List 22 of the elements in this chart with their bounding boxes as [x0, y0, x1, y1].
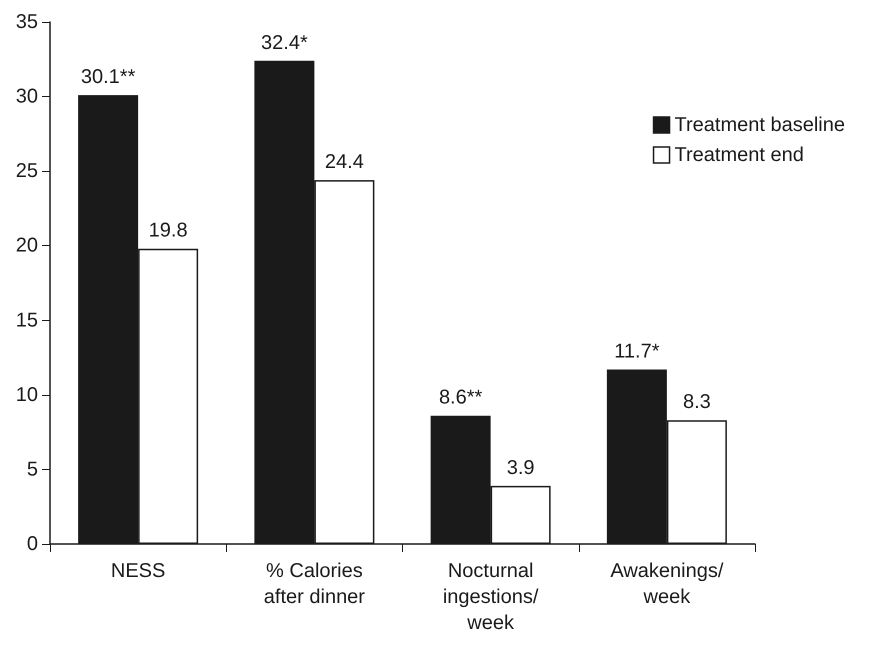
y-tick-label: 5 — [26, 458, 38, 480]
data-label: 8.3 — [682, 391, 711, 414]
data-label: 30.1** — [80, 66, 136, 88]
data-label: 11.7* — [614, 340, 660, 363]
x-tick-label: NESS — [110, 560, 166, 582]
legend-label: Treatment end — [674, 144, 804, 166]
data-label: 8.6** — [438, 386, 483, 409]
x-tick-label: Nocturnal ingestions/ week — [442, 560, 539, 634]
y-tick-label: 0 — [26, 533, 38, 555]
y-tick-label: 15 — [16, 309, 38, 332]
data-label: 19.8 — [148, 220, 188, 242]
x-tick-label: Awakenings/ week — [610, 560, 724, 608]
y-tick-label: 10 — [16, 384, 38, 406]
y-tick-label: 35 — [16, 11, 38, 33]
y-tick-label: 30 — [16, 86, 38, 108]
y-tick-label: 20 — [16, 234, 38, 257]
data-label: 24.4 — [324, 151, 364, 174]
data-label: 32.4* — [261, 32, 308, 54]
x-tick-label: % Calories after dinner — [264, 560, 366, 608]
legend-label: Treatment baseline — [674, 114, 846, 136]
y-tick-label: 25 — [16, 160, 38, 182]
data-label: 3.9 — [506, 456, 535, 479]
